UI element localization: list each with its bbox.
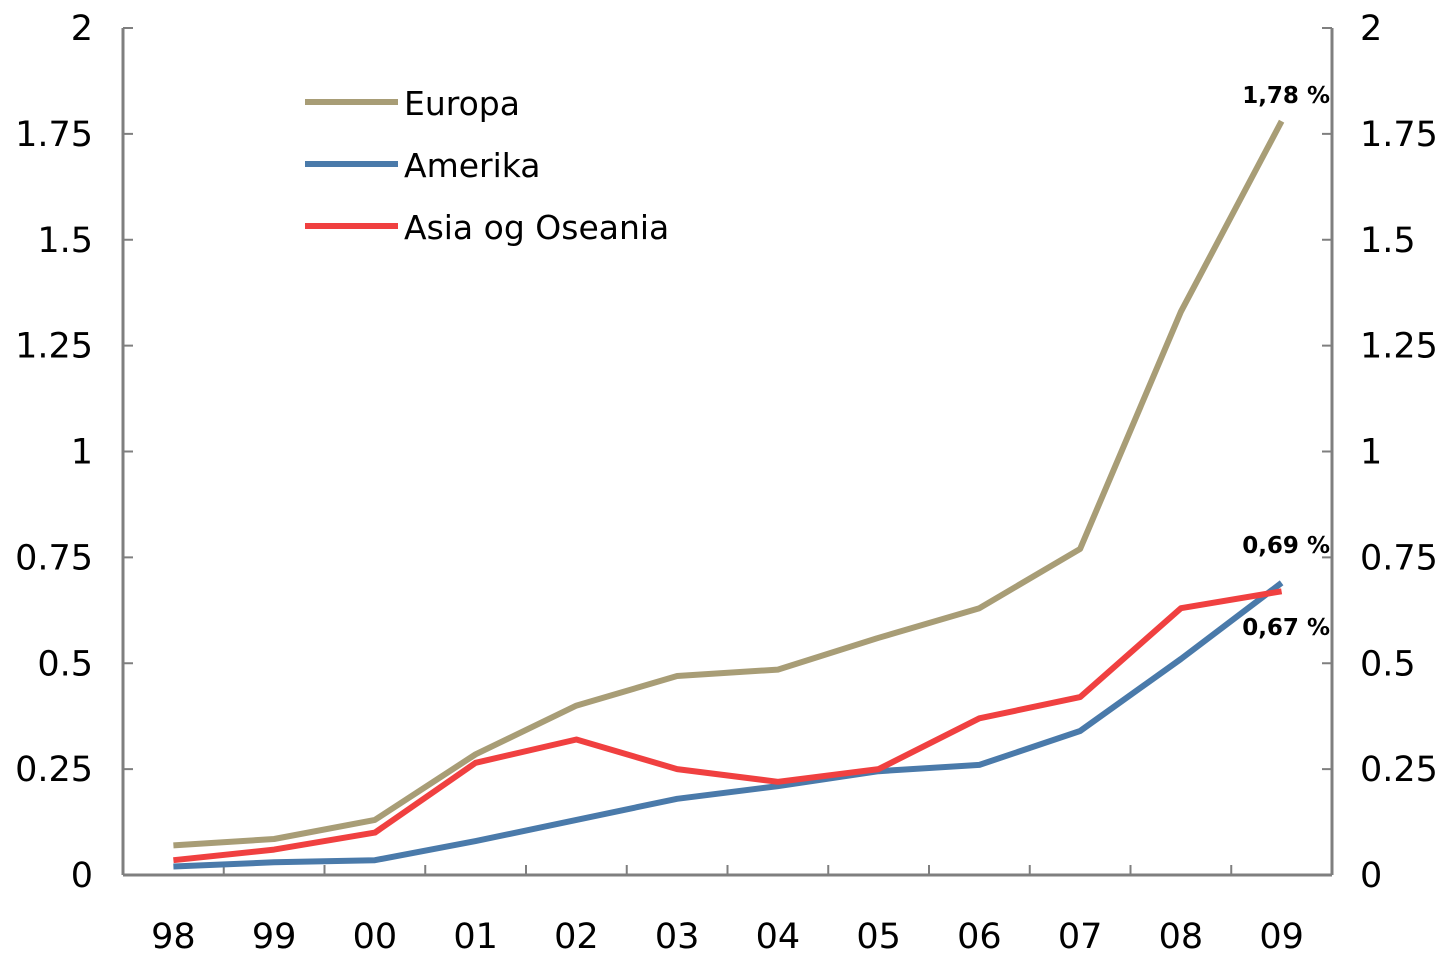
data-label-europa: 1,78 % — [1242, 83, 1330, 109]
y-tick-label-left: 1.75 — [15, 115, 93, 155]
x-tick-label: 05 — [856, 917, 901, 954]
y-tick-label-left: 2 — [71, 9, 93, 49]
series-layer — [173, 119, 1285, 870]
y-tick-label-right: 1.75 — [1360, 115, 1438, 155]
y-axis-left-ticks: 0 0.25 0.5 0.75 1 1.25 1.5 1.75 2 — [15, 9, 133, 896]
y-tick-label-right: 0.25 — [1360, 750, 1438, 790]
y-tick-label-right: 0.5 — [1360, 644, 1416, 684]
y-tick-label-left: 0.75 — [15, 538, 93, 578]
x-tick-label: 00 — [353, 917, 398, 954]
x-tick-label: 04 — [756, 917, 801, 954]
legend-label-amerika: Amerika — [404, 146, 541, 185]
y-tick-label-right: 1 — [1360, 433, 1382, 473]
legend: Europa Amerika Asia og Oseania — [305, 84, 669, 247]
x-tick-label: 07 — [1058, 917, 1103, 954]
data-label-amerika: 0,69 % — [1242, 533, 1330, 559]
y-tick-label-left: 0 — [71, 856, 93, 896]
x-tick-label: 06 — [957, 917, 1002, 954]
x-tick-label: 01 — [453, 917, 498, 954]
y-tick-label-left: 1.25 — [15, 327, 93, 367]
y-tick-label-right: 1.25 — [1360, 327, 1438, 367]
series-line-asia-og-oseania — [173, 588, 1283, 864]
x-tick-label: 98 — [151, 917, 196, 954]
x-tick-label: 02 — [554, 917, 599, 954]
annotations: 1,78 % 0,69 % 0,67 % — [1242, 83, 1330, 641]
x-tick-label: 03 — [655, 917, 700, 954]
y-tick-label-right: 0.75 — [1360, 538, 1438, 578]
y-tick-label-left: 1.5 — [37, 221, 93, 261]
legend-label-europa: Europa — [404, 84, 520, 123]
x-tick-label: 08 — [1159, 917, 1204, 954]
y-tick-label-right: 2 — [1360, 9, 1382, 49]
axes — [121, 28, 1334, 877]
x-tick-label: 09 — [1259, 917, 1304, 954]
x-tick-label: 99 — [252, 917, 297, 954]
series-line-europa — [173, 119, 1285, 849]
y-tick-label-left: 1 — [71, 433, 93, 473]
y-tick-label-left: 0.5 — [37, 644, 93, 684]
y-tick-label-right: 1.5 — [1360, 221, 1416, 261]
x-axis-ticks: 98 99 00 01 02 03 04 05 06 07 08 09 — [151, 865, 1304, 954]
legend-label-asia-og-oseania: Asia og Oseania — [404, 208, 669, 247]
series-line-amerika — [173, 580, 1284, 870]
data-label-asia-og-oseania: 0,67 % — [1242, 615, 1330, 641]
y-tick-label-left: 0.25 — [15, 750, 93, 790]
y-axis-right-ticks: 0 0.25 0.5 0.75 1 1.25 1.5 1.75 2 — [1322, 9, 1438, 896]
y-tick-label-right: 0 — [1360, 856, 1382, 896]
